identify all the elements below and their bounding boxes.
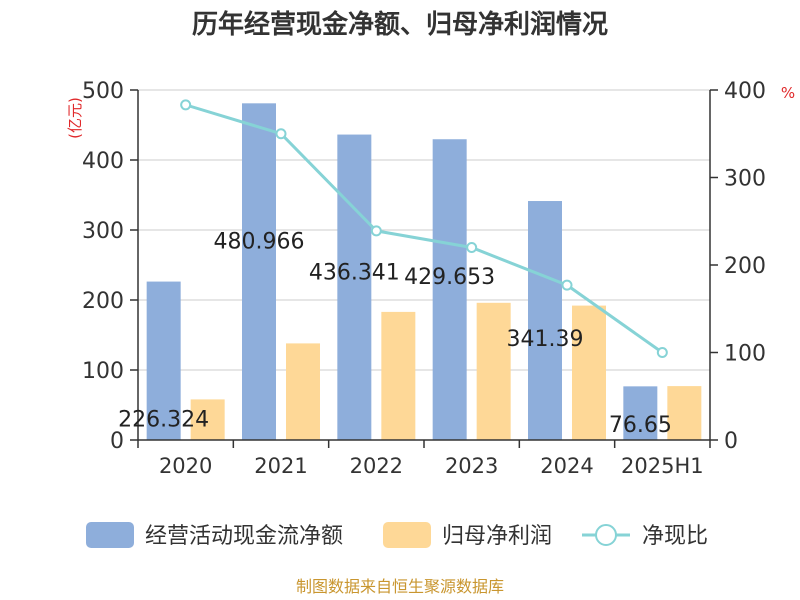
right-tick-label: 400 [724,79,766,104]
bar-net-profit [667,386,702,440]
left-axis-unit: (亿元) [66,97,84,139]
bar-operating-cash [146,281,181,440]
bar-net-profit [190,399,225,440]
source-note: 制图数据来自恒生聚源数据库 [296,577,504,596]
right-tick-label: 200 [724,254,766,279]
ratio-point [466,242,478,253]
chart-title: 历年经营现金净额、归母净利润情况 [192,9,608,40]
legend: 经营活动现金流净额 归母净利润 净现比 [86,522,708,549]
right-tick-label: 0 [724,429,738,454]
x-tick-label: 2025H1 [621,454,704,478]
bar-value-label: 76.65 [609,413,672,438]
bar-value-label: 436.341 [309,261,400,286]
right-tick-label: 300 [724,167,766,192]
bar-value-label: 480.966 [214,229,305,254]
bar-net-profit [286,343,320,440]
legend-swatch-operating-cash [86,522,134,548]
ratio-point [561,279,573,291]
bar-operating-cash [337,134,372,441]
x-tick-label: 2020 [159,454,212,478]
bar-operating-cash [242,103,276,441]
x-tick-label: 2024 [540,454,593,478]
x-tick-label: 2022 [350,454,403,478]
bars-layer [146,103,702,441]
left-tick-label: 400 [82,149,124,174]
ratio-point [180,99,192,111]
bar-operating-cash [528,201,562,440]
legend-label-operating-cash: 经营活动现金流净额 [145,524,343,549]
bar-net-profit [381,311,416,440]
ratio-point [275,128,287,140]
bar-value-label: 226.324 [118,408,209,433]
ratio-point [370,225,382,237]
left-tick-label: 0 [110,429,124,454]
bar-value-label: 429.653 [404,265,495,290]
left-tick-label: 300 [82,219,124,244]
ratio-line-layer [180,99,668,358]
axes-layer: 0 100 200 300 400 500 0 100 200 300 400 2020 2021 202… [82,79,766,478]
ratio-point [656,347,668,358]
bar-operating-cash [432,139,467,440]
x-tick-label: 2021 [254,454,307,478]
legend-swatch-net-profit [383,522,431,548]
legend-swatch-ratio-marker [595,524,617,546]
x-tick-label: 2023 [445,454,498,478]
left-tick-label: 200 [82,289,124,314]
right-axis-unit: % [781,84,795,102]
legend-label-net-profit: 归母净利润 [442,524,552,549]
legend-label-ratio: 净现比 [642,524,708,549]
bar-operating-cash [623,386,658,440]
left-tick-label: 100 [82,359,124,384]
bar-net-profit [572,305,606,440]
bar-net-profit [476,302,511,440]
right-tick-label: 100 [724,342,766,367]
grid-lines [138,89,710,371]
left-tick-label: 500 [82,79,124,104]
bar-value-label: 341.39 [507,327,584,352]
ratio-line [185,103,664,354]
